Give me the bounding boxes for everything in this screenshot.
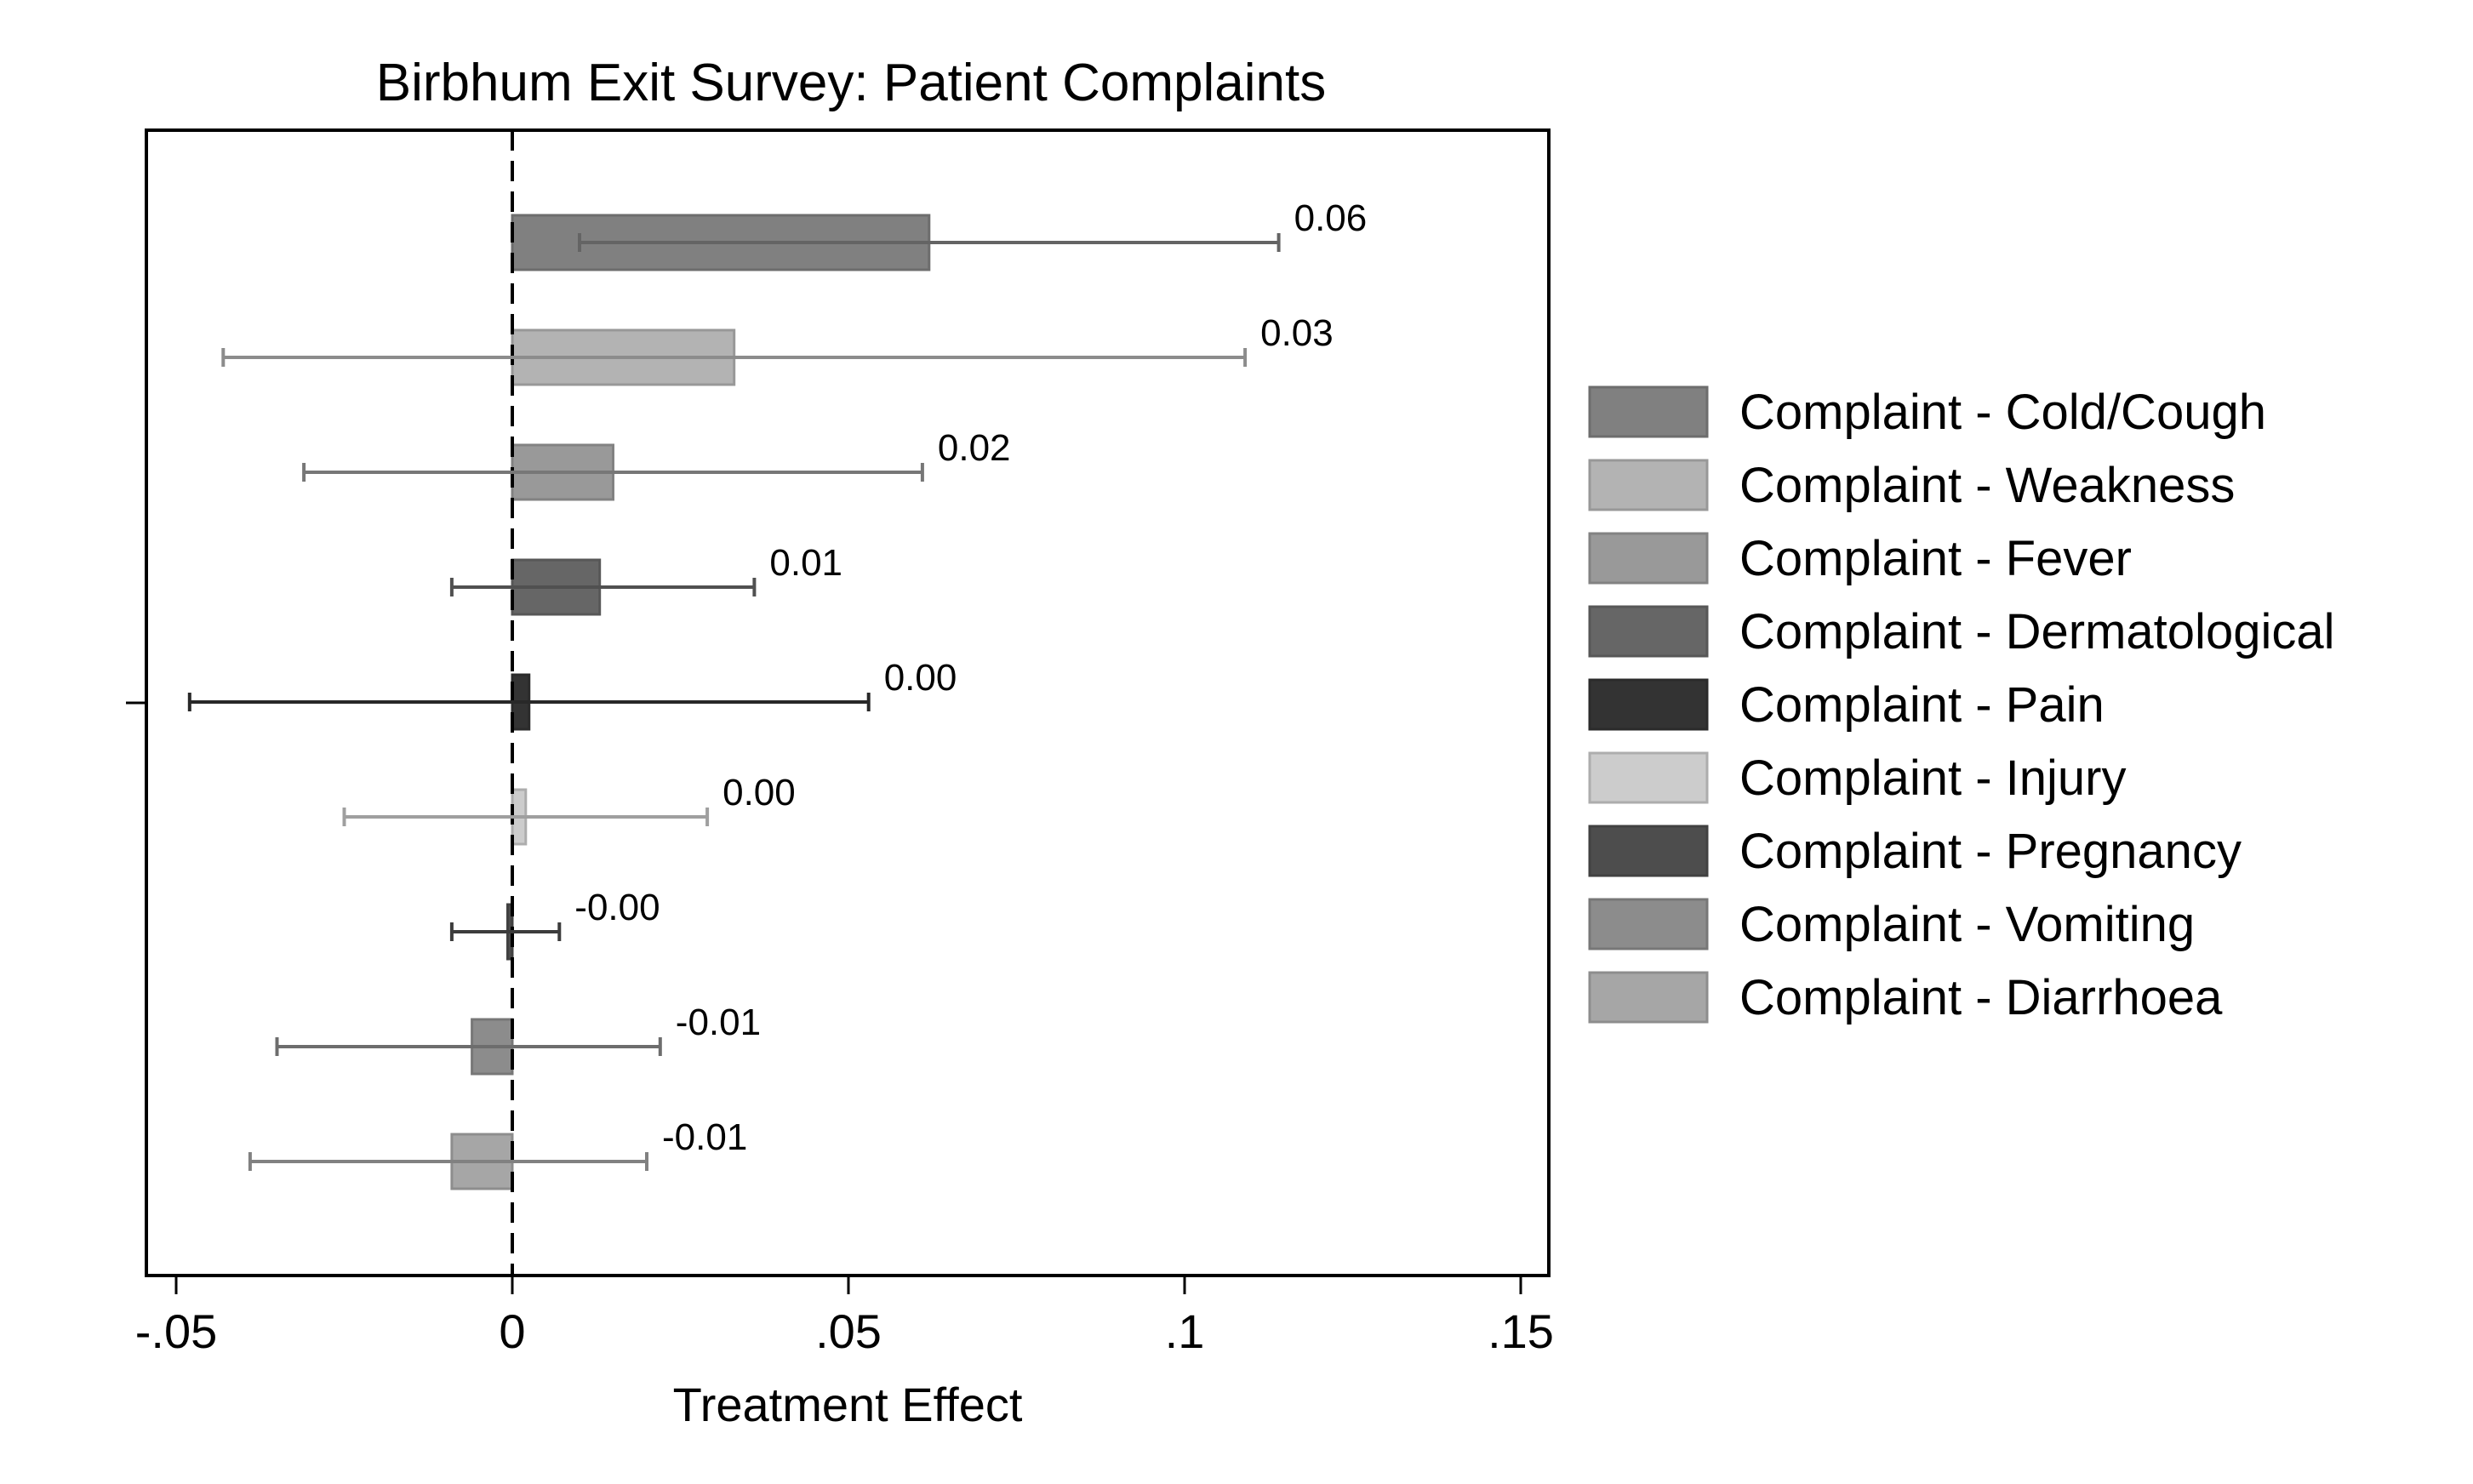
legend-swatch (1588, 532, 1709, 585)
legend-swatch (1588, 385, 1709, 438)
data-label: 0.03 (1260, 312, 1334, 354)
data-label: -0.01 (676, 1002, 761, 1043)
legend-label: Complaint - Dermatological (1739, 604, 2334, 659)
legend-label: Complaint - Pregnancy (1739, 824, 2242, 879)
legend-label: Complaint - Injury (1739, 751, 2126, 806)
legend-label: Complaint - Diarrhoea (1739, 970, 2223, 1025)
x-tick-label: .1 (1165, 1304, 1205, 1358)
legend-label: Complaint - Pain (1739, 677, 2105, 733)
data-label: 0.00 (884, 657, 957, 699)
legend-label: Complaint - Vomiting (1739, 897, 2195, 952)
legend-swatch (1588, 678, 1709, 731)
legend-swatch (1588, 605, 1709, 658)
legend-swatch (1588, 459, 1709, 511)
labels-layer: 0.06 0.03 0.02 0.01 0.00 0.00 -0.00 -0.01 -0.01 (574, 197, 1367, 1158)
legend-label: Complaint - Cold/Cough (1739, 385, 2266, 440)
legend: Complaint - Cold/Cough Complaint - Weakne… (1588, 385, 2334, 1025)
x-tick-label: .15 (1488, 1304, 1554, 1358)
legend-swatch (1588, 751, 1709, 804)
ci-layer (187, 233, 1281, 1171)
chart-title: Birbhum Exit Survey: Patient Complaints (376, 54, 1326, 112)
data-label: -0.01 (662, 1116, 747, 1158)
data-label: 0.00 (722, 772, 796, 813)
data-label: -0.00 (574, 887, 660, 928)
legend-label: Complaint - Fever (1739, 531, 2132, 586)
x-tick-label: .05 (815, 1304, 882, 1358)
data-label: 0.01 (769, 542, 842, 584)
legend-swatch (1588, 971, 1709, 1024)
legend-label: Complaint - Weakness (1739, 458, 2235, 513)
data-label: 0.02 (938, 427, 1011, 469)
x-axis-title: Treatment Effect (673, 1378, 1023, 1431)
x-tick-label: -.05 (135, 1304, 218, 1358)
x-axis: -.05 0 .05 .1 .15 (135, 1276, 1554, 1358)
data-label: 0.06 (1294, 197, 1368, 239)
legend-swatch (1588, 825, 1709, 877)
x-tick-label: 0 (499, 1304, 525, 1358)
legend-swatch (1588, 898, 1709, 950)
